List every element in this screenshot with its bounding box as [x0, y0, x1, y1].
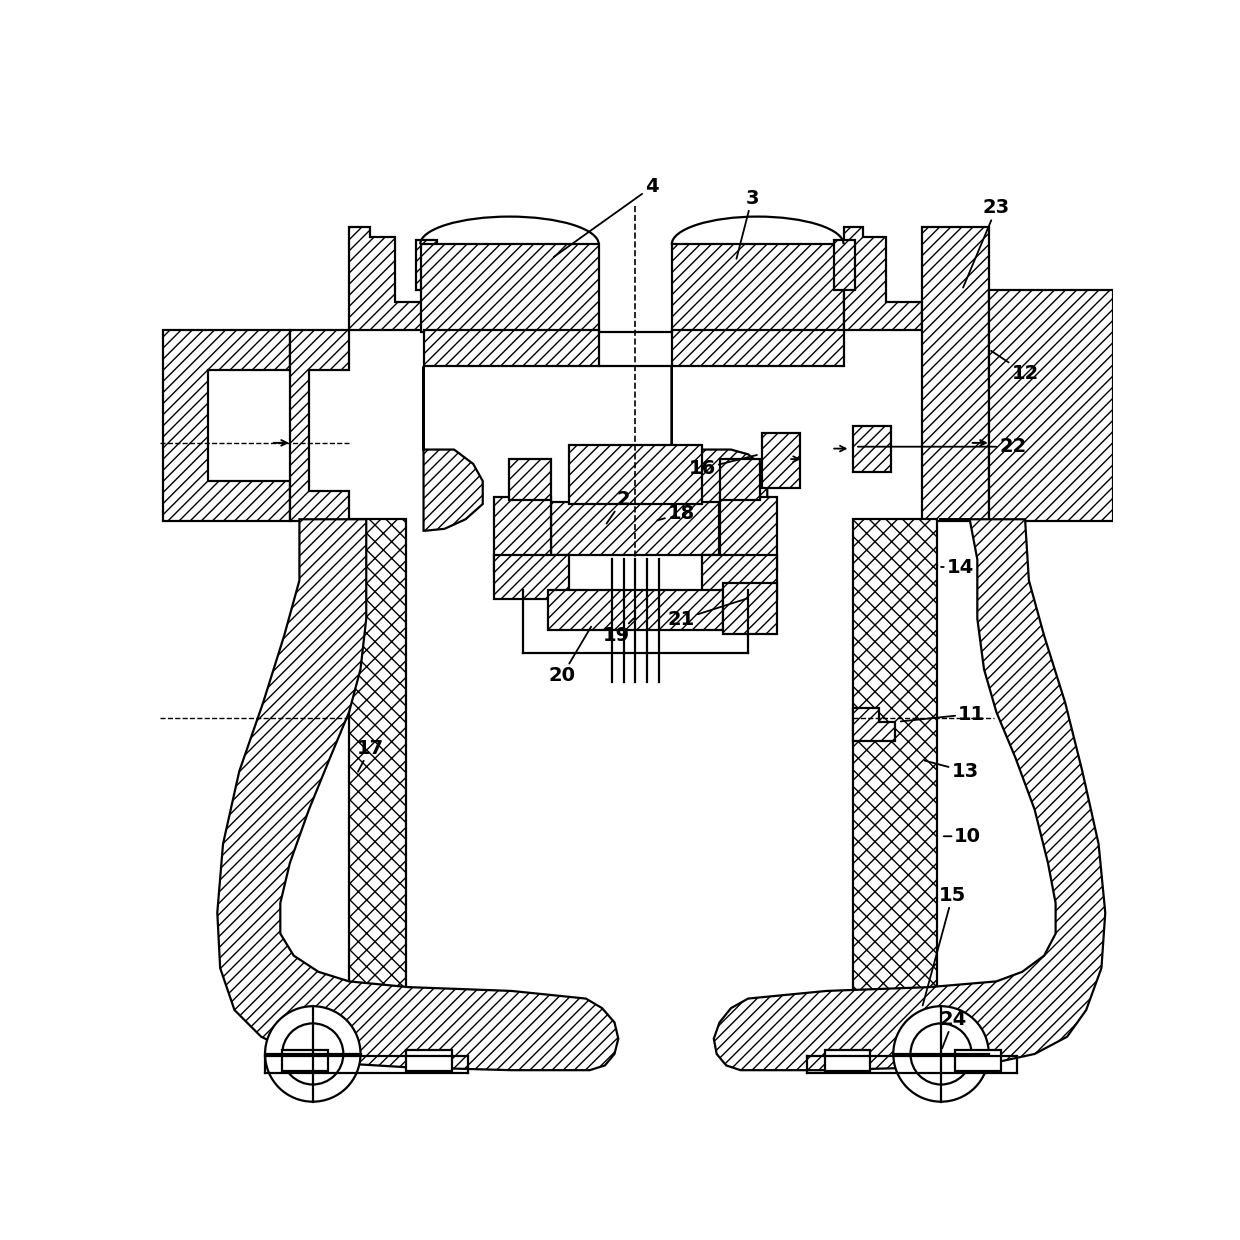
Circle shape — [893, 1006, 988, 1101]
Polygon shape — [495, 497, 552, 570]
Bar — [548, 590, 723, 630]
Text: 10: 10 — [944, 827, 981, 846]
Text: 19: 19 — [603, 619, 634, 645]
Polygon shape — [510, 459, 552, 500]
Polygon shape — [853, 425, 892, 471]
Text: 21: 21 — [667, 599, 748, 629]
Text: 22: 22 — [858, 438, 1027, 456]
Circle shape — [265, 1006, 361, 1101]
Text: 18: 18 — [657, 503, 694, 523]
Text: 15: 15 — [923, 885, 966, 1006]
Polygon shape — [162, 330, 290, 521]
Text: 12: 12 — [991, 351, 1039, 383]
Polygon shape — [719, 497, 776, 570]
Bar — [407, 1050, 453, 1071]
Bar — [955, 1050, 1001, 1071]
Bar — [825, 1050, 870, 1071]
Polygon shape — [714, 520, 1105, 1070]
Polygon shape — [495, 554, 569, 599]
Polygon shape — [424, 367, 482, 531]
Bar — [569, 445, 702, 503]
Polygon shape — [719, 459, 760, 500]
Polygon shape — [350, 227, 424, 330]
Polygon shape — [988, 290, 1112, 521]
Polygon shape — [217, 520, 619, 1070]
Circle shape — [910, 1023, 972, 1085]
Polygon shape — [290, 330, 350, 521]
Text: 17: 17 — [357, 739, 383, 771]
Text: 20: 20 — [548, 626, 591, 686]
Bar — [552, 502, 718, 554]
Polygon shape — [723, 583, 776, 634]
Circle shape — [283, 1023, 343, 1085]
Polygon shape — [420, 244, 599, 332]
Polygon shape — [843, 227, 921, 330]
Text: 23: 23 — [963, 198, 1009, 288]
Text: 13: 13 — [925, 760, 978, 781]
Polygon shape — [672, 330, 843, 367]
Polygon shape — [415, 239, 436, 290]
Text: 11: 11 — [900, 704, 986, 724]
Polygon shape — [424, 330, 599, 367]
Polygon shape — [761, 433, 800, 487]
Text: 16: 16 — [688, 455, 756, 479]
Polygon shape — [835, 239, 856, 290]
Text: 24: 24 — [940, 1011, 967, 1049]
Polygon shape — [921, 227, 988, 521]
Text: 2: 2 — [606, 490, 630, 523]
Bar — [283, 1050, 329, 1071]
Text: 4: 4 — [554, 177, 658, 257]
Text: 3: 3 — [737, 188, 759, 259]
Bar — [853, 520, 937, 997]
Polygon shape — [672, 244, 843, 332]
Text: 14: 14 — [941, 558, 973, 577]
Polygon shape — [853, 708, 895, 740]
Polygon shape — [702, 554, 776, 599]
Bar — [350, 520, 407, 997]
Polygon shape — [672, 367, 768, 528]
